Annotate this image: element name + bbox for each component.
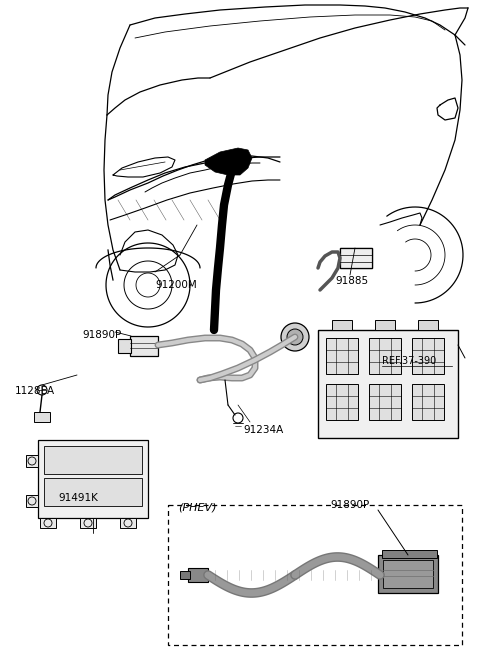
Bar	[369, 338, 401, 374]
Bar	[168, 505, 462, 645]
Text: (PHEV): (PHEV)	[178, 502, 216, 512]
Text: 91491K: 91491K	[58, 493, 98, 503]
Bar	[412, 338, 444, 374]
Bar	[378, 555, 438, 593]
Bar	[188, 568, 208, 582]
Text: 1128EA: 1128EA	[15, 386, 55, 396]
Bar	[26, 455, 38, 467]
Bar	[80, 518, 96, 528]
Bar	[340, 248, 372, 268]
Bar	[38, 440, 148, 518]
Bar	[40, 518, 56, 528]
Bar	[118, 339, 131, 353]
Bar	[26, 495, 38, 507]
Bar	[383, 560, 433, 588]
Bar	[120, 518, 136, 528]
Circle shape	[281, 323, 309, 351]
Circle shape	[287, 329, 303, 345]
Bar	[44, 446, 142, 474]
Bar	[412, 384, 444, 420]
Bar	[375, 320, 395, 330]
Bar	[130, 336, 158, 356]
Bar	[382, 550, 437, 558]
Bar	[326, 338, 358, 374]
Bar	[369, 384, 401, 420]
Text: 91890P: 91890P	[82, 330, 121, 340]
Text: 91885: 91885	[335, 276, 368, 286]
Bar	[418, 320, 438, 330]
Text: REF.37-390: REF.37-390	[382, 356, 436, 366]
Bar	[318, 330, 458, 438]
Bar	[332, 320, 352, 330]
Text: 91200M: 91200M	[155, 280, 197, 290]
Text: 91890P: 91890P	[330, 500, 369, 510]
Bar	[326, 384, 358, 420]
Bar	[180, 571, 190, 579]
Bar	[340, 248, 372, 268]
Polygon shape	[205, 148, 252, 175]
Bar	[44, 478, 142, 506]
Bar	[34, 412, 50, 422]
Text: 91234A: 91234A	[243, 425, 283, 435]
